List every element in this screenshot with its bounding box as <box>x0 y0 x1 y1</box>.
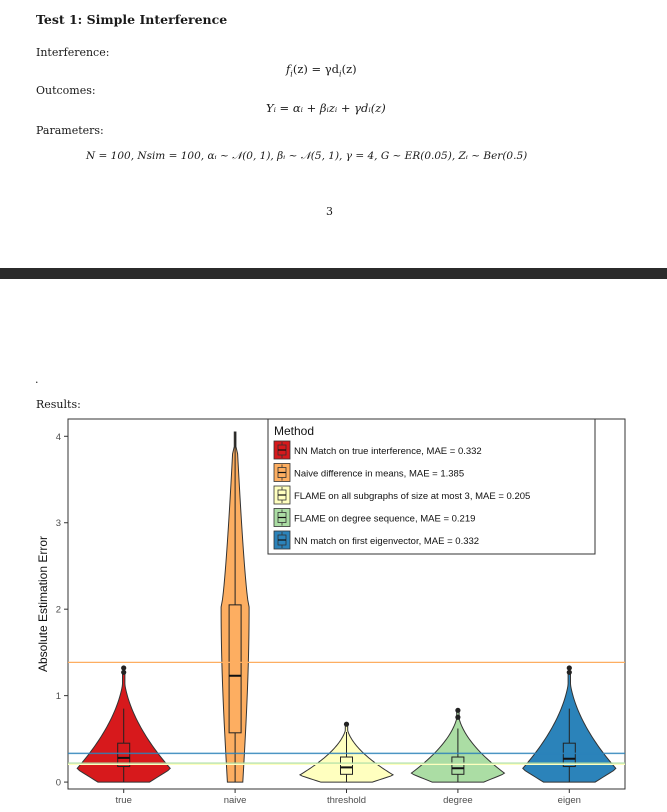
legend-entry-label: NN Match on true interference, MAE = 0.3… <box>294 446 482 457</box>
box-true <box>117 742 131 768</box>
outcomes-equation: Yᵢ = αᵢ + βᵢzᵢ + γdᵢ(z) <box>266 101 386 115</box>
legend-box <box>267 418 596 555</box>
legend-title: Method <box>274 424 314 438</box>
box-degree <box>451 756 465 775</box>
eq-d-sub: i <box>339 69 342 79</box>
outlier-eigen <box>566 669 572 675</box>
outlier-true <box>121 665 127 671</box>
box-eigen <box>562 742 576 768</box>
violin-chart: 0 1 2 3 4 Absolute Estimation Error true naive t… <box>30 414 630 812</box>
legend-entry-label: Naive difference in means, MAE = 1.385 <box>294 469 464 480</box>
legend-entry-label: FLAME on degree sequence, MAE = 0.219 <box>294 514 475 525</box>
dot-mark: . <box>35 373 39 386</box>
parameters-label: Parameters: <box>36 124 104 137</box>
eq-f-arg: (z) = γd <box>292 62 340 76</box>
eq-f: f <box>286 62 291 76</box>
legend-entry-label: NN match on first eigenvector, MAE = 0.3… <box>294 536 479 547</box>
y-tick-label: 2 <box>56 605 61 616</box>
outlier-eigen <box>566 665 572 671</box>
outlier-degree <box>455 707 461 713</box>
eq-d-tail: (z) <box>341 62 357 76</box>
interference-label: Interference: <box>36 46 110 59</box>
outlier-degree <box>455 714 461 720</box>
y-tick-label: 1 <box>56 691 61 702</box>
outlier-threshold <box>343 721 350 727</box>
outcomes-label: Outcomes: <box>36 84 96 97</box>
interference-equation: fi(z) = γdi(z) <box>286 62 357 78</box>
page-divider <box>0 268 667 279</box>
outlier-true <box>121 669 127 675</box>
y-axis-title: Absolute Estimation Error <box>36 536 50 672</box>
parameters-equation: N = 100, Nsim = 100, αᵢ ~ 𝒩(0, 1), βᵢ ~ … <box>86 150 528 162</box>
y-tick-label: 4 <box>56 432 61 443</box>
eq-f-sub: i <box>290 69 293 79</box>
x-tick-label-eigen: eigen <box>558 795 581 806</box>
y-tick-label: 0 <box>56 778 61 789</box>
x-tick-label-naive: naive <box>224 795 247 806</box>
page-number: 3 <box>326 205 333 218</box>
chart-svg: 0 1 2 3 4 Absolute Estimation Error true naive t… <box>36 418 626 806</box>
legend-entry-label: FLAME on all subgraphs of size at most 3… <box>294 491 530 502</box>
document-page-top: Test 1: Simple Interference Interference… <box>0 0 667 268</box>
box-naive <box>228 604 242 734</box>
x-tick-label-degree: degree <box>443 795 473 806</box>
section-heading: Test 1: Simple Interference <box>36 12 228 27</box>
box-threshold <box>340 756 353 775</box>
results-label: Results: <box>36 398 81 411</box>
x-tick-label-threshold: threshold <box>327 795 366 806</box>
y-tick-label: 3 <box>56 518 61 529</box>
x-tick-label-true: true <box>116 795 132 806</box>
